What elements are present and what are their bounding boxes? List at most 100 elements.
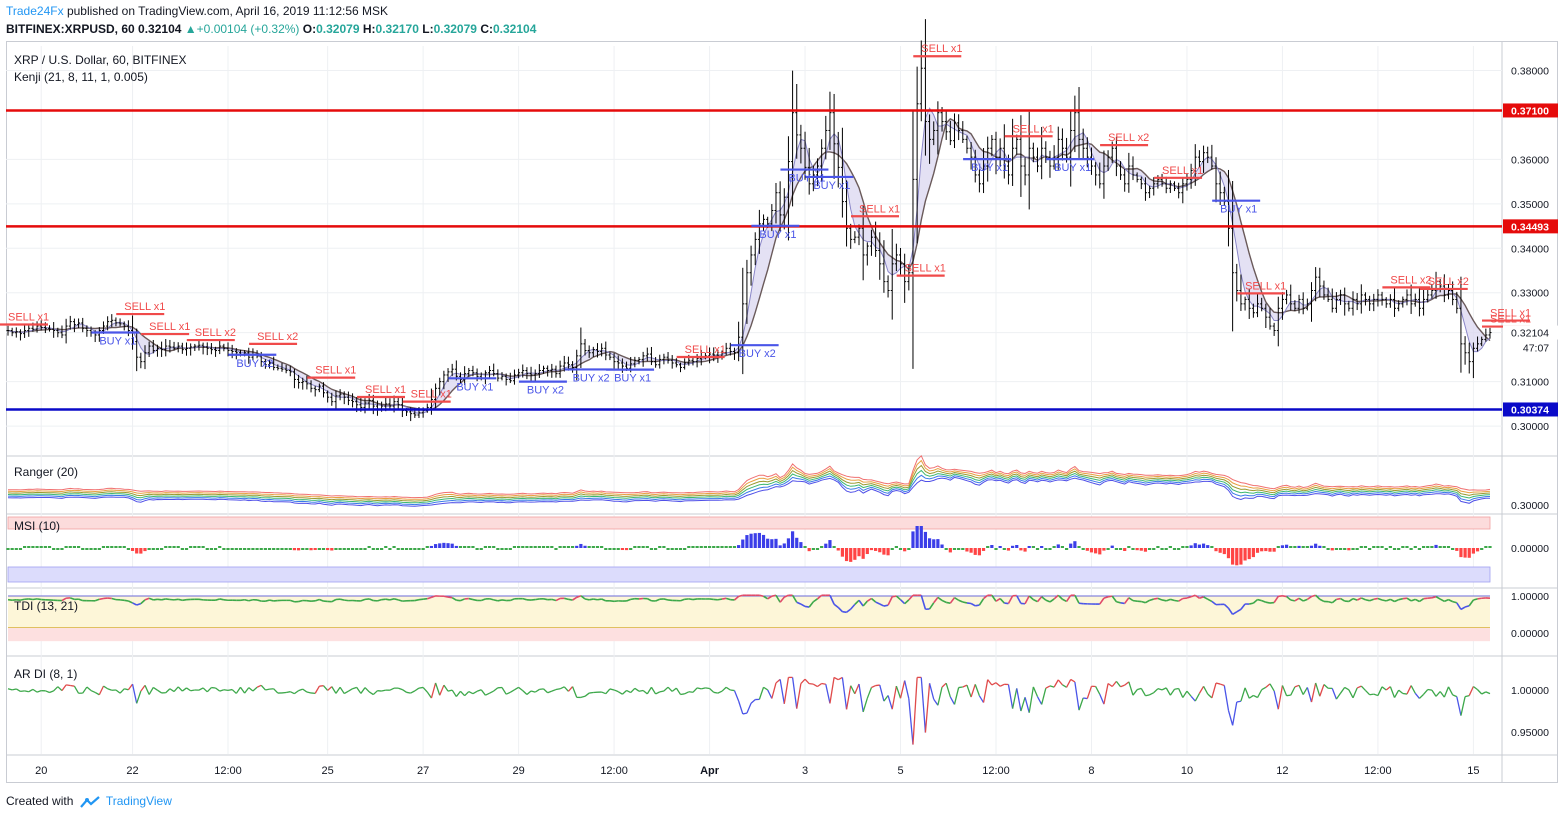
- msi-bar: [454, 545, 458, 548]
- msi-bar: [1284, 544, 1289, 548]
- resistance-price-label: 0.34493: [1511, 221, 1549, 233]
- ardi-segment: [854, 683, 860, 695]
- ardi-segment: [144, 685, 150, 695]
- msi-bar: [1467, 548, 1471, 558]
- msi-bar: [1135, 548, 1139, 551]
- tdi-segment: [775, 594, 781, 603]
- msi-bar: [550, 546, 554, 548]
- tdi-segment: [584, 598, 590, 601]
- ardi-segment: [1385, 686, 1391, 691]
- ardi-segment: [1174, 687, 1179, 690]
- ardi-segment: [667, 686, 673, 692]
- msi-bar: [234, 548, 238, 550]
- tdi-segment: [1041, 596, 1047, 601]
- ardi-segment: [609, 688, 615, 691]
- tdi-segment: [1439, 598, 1445, 603]
- msi-bar: [907, 548, 911, 550]
- ardi-segment: [1477, 689, 1483, 695]
- tdi-segment: [978, 598, 985, 606]
- msi-bar: [994, 548, 998, 550]
- tdi-segment: [1045, 599, 1051, 603]
- ardi-segment: [970, 684, 976, 698]
- ardi-segment: [821, 682, 826, 685]
- msi-bar: [43, 546, 47, 548]
- sell-signal-label: SELL x1: [411, 389, 452, 401]
- tdi-segment: [1240, 603, 1246, 610]
- ardi-segment: [127, 683, 134, 691]
- msi-bar: [674, 548, 678, 550]
- tdi-segment: [1236, 608, 1242, 613]
- msi-bar: [874, 548, 878, 551]
- ranger-band-line: [7, 476, 1491, 507]
- tradingview-link[interactable]: TradingView: [105, 794, 172, 808]
- msi-bar: [894, 546, 898, 548]
- ardi-segment: [589, 691, 594, 694]
- time-axis-label: 12:00: [1364, 765, 1392, 777]
- tdi-segment: [1298, 597, 1304, 602]
- ardi-segment: [244, 687, 250, 694]
- ardi-segment: [580, 695, 586, 699]
- tdi-segment: [791, 594, 798, 603]
- msi-bar: [728, 546, 732, 548]
- ardi-segment: [464, 691, 470, 697]
- msi-bar: [1338, 548, 1343, 550]
- tdi-segment: [1186, 596, 1192, 599]
- ardi-segment: [1306, 687, 1313, 703]
- msi-bar: [1351, 548, 1355, 550]
- tdi-segment: [1227, 607, 1234, 615]
- msi-bar: [1139, 548, 1143, 551]
- ardi-segment: [434, 682, 441, 696]
- tdi-segment: [796, 601, 802, 605]
- ardi-segment: [1136, 687, 1142, 691]
- author-link[interactable]: Trade24Fx: [6, 4, 64, 18]
- tdi-segment: [646, 597, 652, 602]
- msi-bar: [1251, 548, 1255, 558]
- sell-signal-label: SELL x1: [1490, 308, 1531, 320]
- tdi-segment: [842, 610, 847, 614]
- msi-bar: [1114, 548, 1118, 550]
- tdi-segment: [800, 603, 806, 608]
- msi-bar: [882, 548, 886, 555]
- buy-signal-label: BUY x1: [813, 180, 850, 192]
- ardi-segment: [356, 686, 362, 694]
- ardi-line: [7, 676, 1491, 745]
- ardi-segment: [1111, 680, 1117, 687]
- msi-bar: [243, 548, 247, 550]
- ardi-segment: [555, 688, 561, 691]
- msi-bar: [757, 532, 761, 548]
- msi-bar: [1106, 548, 1110, 550]
- msi-bar: [1318, 545, 1322, 548]
- tdi-segment: [1373, 597, 1379, 601]
- ardi-segment: [480, 689, 486, 696]
- ardi-segment: [733, 690, 740, 702]
- ardi-segment: [136, 690, 142, 704]
- ardi-segment: [982, 679, 989, 703]
- ardi-segment: [335, 686, 341, 694]
- msi-bar: [890, 548, 894, 550]
- msi-bar: [546, 546, 550, 548]
- ardi-segment: [231, 689, 237, 694]
- msi-bar: [1405, 546, 1409, 548]
- msi-bar: [795, 537, 799, 548]
- kenji-cloud: [8, 108, 1490, 414]
- ardi-segment: [763, 686, 769, 691]
- msi-bar: [973, 548, 977, 555]
- ardi-segment: [1132, 689, 1138, 696]
- msi-bar: [1035, 548, 1040, 550]
- msi-bar: [666, 548, 670, 550]
- msi-bar: [1297, 545, 1301, 548]
- msi-bar: [463, 546, 467, 548]
- msi-bar: [1131, 548, 1135, 550]
- tdi-segment: [1107, 595, 1113, 598]
- msi-bar: [695, 546, 699, 548]
- msi-bar: [720, 546, 724, 548]
- time-axis-label: 8: [1088, 765, 1094, 777]
- ardi-segment: [817, 682, 823, 688]
- support-price-tag: [1503, 402, 1558, 417]
- msi-bar: [952, 548, 957, 550]
- tdi-segment: [472, 598, 478, 602]
- msi-bar: [869, 548, 874, 551]
- tdi-segment: [933, 596, 939, 604]
- tdi-segment: [1170, 598, 1175, 602]
